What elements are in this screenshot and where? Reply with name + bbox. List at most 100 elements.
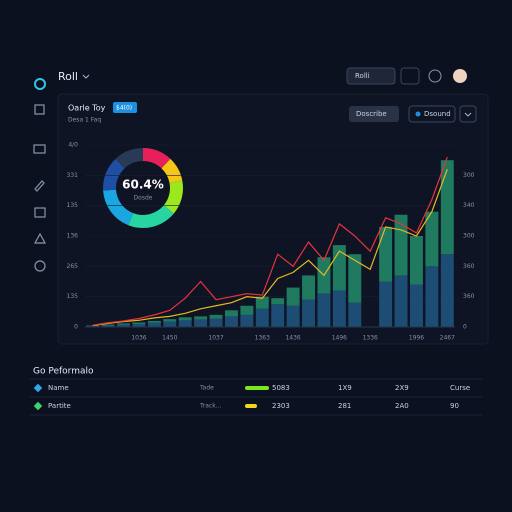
chart: 60.4% Dosde 0 135 265 136 135 331 4/0 0 360 360 300 3…: [67, 142, 475, 342]
bar: [425, 211, 439, 267]
donut-segment: [143, 148, 171, 169]
bar: [255, 296, 269, 309]
table-title: Go Peformalo: [33, 367, 94, 377]
x-tick-label: 1436: [285, 335, 300, 342]
bar: [286, 287, 300, 306]
y-tick-label: 136: [67, 233, 79, 240]
bar: [379, 226, 393, 282]
menu-button[interactable]: [346, 67, 396, 85]
row-cell: 90: [450, 402, 459, 410]
bar: [86, 325, 100, 327]
row-value: 2303: [272, 402, 290, 410]
button-label: Dsound: [424, 110, 451, 118]
donut-segment: [103, 158, 125, 191]
bar: [117, 323, 131, 325]
bar: [348, 302, 362, 327]
button-icon: [415, 111, 421, 117]
chevron: [464, 112, 472, 117]
button-label: Doscribe: [356, 110, 387, 118]
card-subtitle: Desa 1 Faq: [68, 117, 101, 124]
row-cell: 2A0: [395, 402, 409, 410]
bar: [132, 322, 146, 324]
bar: [394, 214, 408, 276]
bar: [240, 314, 254, 327]
button[interactable]: [408, 105, 456, 123]
line: [92, 169, 448, 327]
nav-icon[interactable]: [34, 180, 45, 192]
x-tick-label: 1037: [208, 335, 223, 342]
bar: [332, 290, 346, 327]
row-type: Tade: [199, 385, 214, 392]
bar: [394, 275, 408, 327]
nav-icon[interactable]: [34, 104, 45, 115]
bar: [147, 322, 161, 327]
donut-segment: [115, 148, 143, 169]
row-name: Partite: [48, 402, 71, 410]
bar: [302, 299, 316, 327]
chevron[interactable]: [82, 74, 90, 79]
bar: [209, 314, 223, 319]
donut-segment: [103, 189, 134, 226]
button[interactable]: [349, 106, 399, 122]
row-bar: [245, 386, 269, 390]
avatar[interactable]: [453, 69, 467, 83]
row-name: Name: [48, 384, 69, 392]
y-tick-label: 331: [67, 172, 79, 179]
row-type: Track...: [199, 403, 222, 410]
bar: [178, 317, 192, 321]
y2-tick-label: 360: [463, 293, 475, 300]
x-tick-label: 1496: [332, 335, 347, 342]
card-title: Oarle Toy: [68, 104, 106, 113]
bar: [425, 266, 439, 327]
bar: [163, 319, 177, 322]
row-bar: [245, 404, 257, 408]
bar: [240, 305, 254, 315]
bar: [224, 310, 238, 317]
y2-tick-label: 300: [463, 233, 475, 240]
row-cell: Curse: [450, 384, 470, 392]
bar: [117, 324, 131, 327]
icon-button[interactable]: [400, 67, 420, 85]
sidebar: [33, 78, 47, 272]
donut-segment: [161, 158, 183, 183]
x-tick-label: 1450: [162, 335, 177, 342]
line: [92, 156, 448, 326]
dropdown[interactable]: [459, 105, 477, 123]
x-tick-label: 1336: [363, 335, 378, 342]
bar: [271, 298, 285, 305]
logo[interactable]: [34, 78, 46, 90]
bar: [194, 316, 208, 320]
row-icon: [33, 383, 43, 393]
x-tick-label: 1996: [409, 335, 424, 342]
donut-segment: [163, 180, 183, 214]
y2-tick-label: 340: [463, 202, 475, 209]
menu-label: Rolli: [355, 72, 370, 80]
nav-icon[interactable]: [34, 207, 46, 218]
y-tick-label: 265: [67, 263, 79, 270]
app-title: Roll: [58, 70, 78, 83]
bar: [409, 284, 423, 327]
nav-icon[interactable]: [33, 144, 46, 154]
x-tick-label: 1363: [255, 335, 270, 342]
bar: [224, 316, 238, 327]
y2-tick-label: 360: [463, 263, 475, 270]
donut-segment: [128, 205, 174, 229]
bar: [286, 305, 300, 327]
bar: [178, 320, 192, 327]
y-tick-label: 135: [67, 202, 79, 209]
bar: [132, 323, 146, 327]
nav-icon[interactable]: [33, 232, 47, 244]
y2-tick-label: 0: [463, 324, 467, 331]
nav-icon[interactable]: [34, 260, 46, 272]
y2-tick-label: 300: [463, 172, 475, 179]
y-tick-label: 135: [67, 293, 79, 300]
bar: [302, 275, 316, 300]
bar: [440, 254, 454, 327]
icon-button[interactable]: [428, 69, 442, 83]
bar: [101, 324, 115, 326]
bar: [409, 236, 423, 285]
bar: [317, 293, 331, 327]
bar: [147, 320, 161, 323]
bar: [379, 281, 393, 327]
